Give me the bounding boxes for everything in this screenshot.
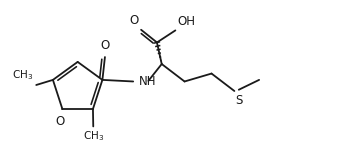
Text: O: O: [55, 115, 64, 128]
Text: O: O: [130, 14, 139, 27]
Text: O: O: [100, 39, 109, 52]
Text: NH: NH: [139, 75, 156, 88]
Text: CH$_3$: CH$_3$: [12, 69, 34, 82]
Text: S: S: [235, 94, 243, 107]
Text: OH: OH: [177, 15, 195, 28]
Text: CH$_3$: CH$_3$: [83, 130, 104, 143]
